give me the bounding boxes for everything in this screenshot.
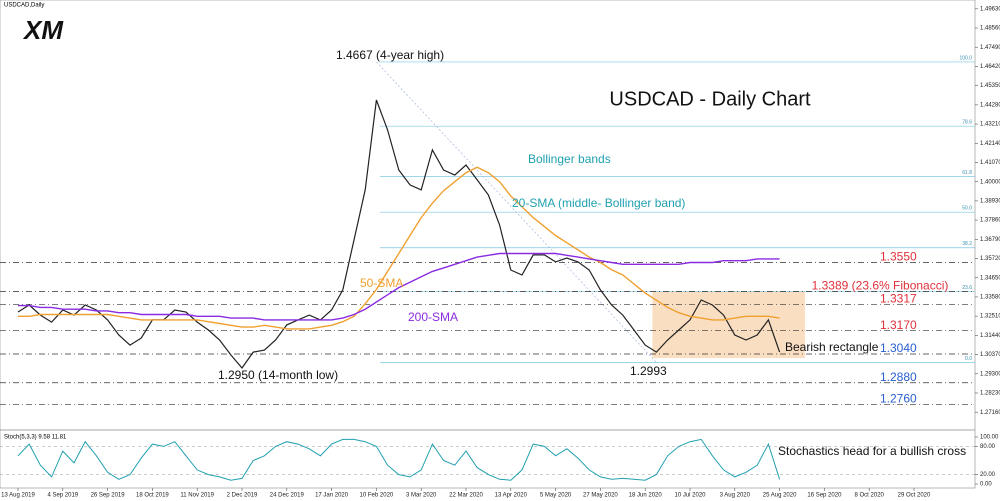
y-tick-label: 1.38930 (980, 198, 1000, 204)
x-tick-label: 13 Apr 2020 (495, 493, 528, 499)
y-tick-label: 1.37860 (980, 218, 1000, 224)
fib-label: 61.8 (962, 170, 972, 176)
x-tick-label: 2 Dec 2019 (227, 493, 258, 499)
plot-frame (0, 0, 976, 489)
y-tick-label: 1.49630 (980, 6, 1000, 12)
x-tick-label: 3 Aug 2020 (720, 493, 751, 499)
y-tick-label: 1.46420 (980, 64, 1000, 70)
annotation: 20-SMA (middle- Bollinger band) (512, 196, 685, 210)
stoch-tick-label: 80.00 (980, 444, 996, 450)
x-tick-label: 16 Sep 2020 (807, 493, 842, 499)
y-tick-label: 1.48560 (980, 26, 1000, 32)
x-tick-label: 13 Aug 2019 (1, 493, 35, 499)
y-tick-label: 1.41070 (980, 160, 1000, 166)
x-tick-label: 24 Dec 2019 (270, 493, 305, 499)
fib-label: 50.0 (962, 206, 972, 212)
level-label: 1.3389 (23.6% Fibonacci) (812, 279, 949, 293)
x-tick-label: 3 Mar 2020 (406, 493, 437, 499)
y-tick-label: 1.47490 (980, 45, 1000, 51)
series-label: 50-SMA (360, 276, 403, 290)
x-tick-label: 18 Jun 2020 (629, 493, 663, 499)
y-tick-label: 1.28230 (980, 391, 1000, 397)
y-tick-label: 1.40000 (980, 179, 1000, 185)
fib-label: 100.0 (959, 55, 972, 61)
annotation: 1.2950 (14-month low) (218, 368, 338, 382)
x-tick-label: 5 May 2020 (540, 493, 572, 499)
stoch-label: Stoch(5,3,3) 9.58 11.81 (4, 435, 67, 441)
x-tick-label: 8 Oct 2020 (855, 493, 885, 499)
annotation: 1.4667 (4-year high) (336, 48, 444, 62)
level-label: 1.2880 (880, 370, 917, 384)
x-tick-label: 10 Jul 2020 (674, 493, 706, 499)
sma-line (18, 252, 780, 321)
level-label: 1.3550 (880, 250, 917, 264)
y-tick-label: 1.30370 (980, 352, 1000, 358)
y-tick-label: 1.33580 (980, 295, 1000, 301)
y-tick-label: 1.43210 (980, 122, 1000, 128)
sma-line (18, 166, 780, 330)
y-tick-label: 1.29300 (980, 371, 1000, 377)
stoch-line (17, 438, 781, 481)
y-tick-label: 1.27160 (980, 410, 1000, 416)
logo: XM (22, 15, 64, 45)
fib-label: 38.2 (962, 241, 972, 247)
fib-label: 0.0 (965, 356, 972, 362)
x-tick-label: 29 Oct 2020 (898, 493, 931, 499)
price-line (17, 99, 781, 369)
fib-label: 78.6 (962, 120, 972, 126)
y-tick-label: 1.36790 (980, 237, 1000, 243)
level-label: 1.3040 (880, 341, 917, 355)
x-tick-label: 10 Feb 2020 (360, 493, 394, 499)
x-tick-label: 17 Jan 2020 (315, 493, 349, 499)
annotation: 1.2993 (630, 364, 667, 378)
level-label: 1.2760 (880, 391, 917, 405)
stoch-tick-label: 20.00 (980, 472, 996, 478)
fib-trend (376, 61, 657, 363)
y-tick-label: 1.35720 (980, 256, 1000, 262)
symbol-label: USDCAD,Daily (4, 3, 44, 9)
y-tick-label: 1.45350 (980, 83, 1000, 89)
stoch-tick-label: 0.00 (980, 482, 992, 488)
x-tick-label: 22 Mar 2020 (449, 493, 483, 499)
y-tick-label: 1.34650 (980, 275, 1000, 281)
x-tick-label: 25 Aug 2020 (763, 493, 797, 499)
stoch-note: Stochastics head for a bullish cross (778, 444, 966, 458)
y-tick-label: 1.44280 (980, 102, 1000, 108)
stoch-tick-label: 100.00 (980, 435, 999, 441)
x-tick-label: 4 Sep 2019 (47, 493, 78, 499)
series-label: 200-SMA (408, 310, 458, 324)
y-tick-label: 1.42140 (980, 141, 1000, 147)
chart-title: USDCAD - Daily Chart (609, 88, 811, 110)
x-tick-label: 18 Oct 2019 (136, 493, 169, 499)
x-tick-label: 27 May 2020 (583, 493, 618, 499)
rectangle-label: Bearish rectangle (785, 340, 879, 354)
annotation: Bollinger bands (528, 152, 611, 166)
y-tick-label: 1.31440 (980, 333, 1000, 339)
fib-label: 23.6 (962, 285, 972, 291)
x-tick-label: 26 Sep 2019 (91, 493, 126, 499)
x-tick-label: 11 Nov 2019 (180, 493, 214, 499)
level-label: 1.3170 (880, 318, 917, 332)
level-label: 1.3317 (880, 291, 917, 305)
y-tick-label: 1.32510 (980, 314, 1000, 320)
